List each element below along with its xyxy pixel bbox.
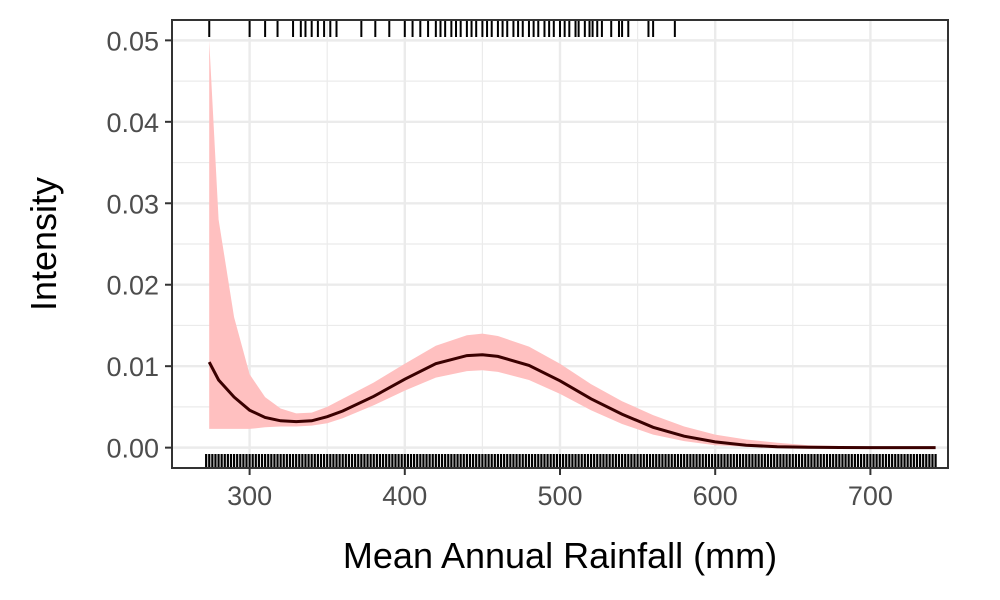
x-tick-label: 400	[382, 481, 427, 511]
grid	[172, 20, 948, 468]
y-tick-label: 0.01	[106, 352, 159, 382]
x-tick-label: 600	[693, 481, 738, 511]
x-axis-title: Mean Annual Rainfall (mm)	[343, 535, 777, 576]
x-tick-label: 700	[848, 481, 893, 511]
y-tick-label: 0.00	[106, 434, 159, 464]
y-tick-label: 0.02	[106, 271, 159, 301]
y-tick-label: 0.04	[106, 108, 159, 138]
rug-bottom	[205, 454, 937, 468]
rug-top	[208, 20, 676, 37]
y-tick-label: 0.05	[106, 26, 159, 56]
y-tick-label: 0.03	[106, 189, 159, 219]
intensity-line	[207, 353, 936, 450]
x-axis-ticks: 300 400 500 600 700	[227, 468, 893, 511]
y-axis-title: Intensity	[23, 177, 64, 311]
x-tick-label: 300	[227, 481, 272, 511]
y-axis-ticks: 0.00 0.01 0.02 0.03 0.04 0.05	[106, 26, 172, 464]
series-line	[207, 353, 936, 450]
x-tick-label: 500	[537, 481, 582, 511]
